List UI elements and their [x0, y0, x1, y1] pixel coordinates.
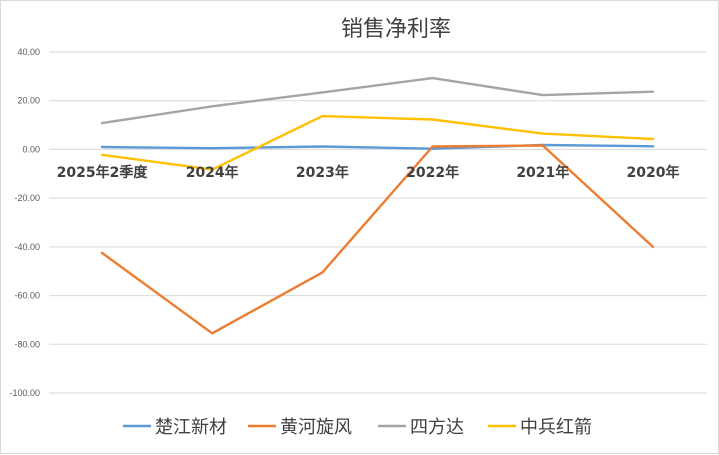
legend-label: 中兵红箭 [520, 417, 592, 438]
legend: 楚江新材 黄河旋风 四方达 中兵红箭 [123, 417, 592, 438]
y-tick-label: -60.00 [14, 291, 40, 301]
x-category-label: 2022年 [406, 164, 459, 181]
y-tick-label: 40.00 [17, 47, 40, 57]
x-category-label: 2021年 [516, 164, 569, 181]
series-lines [100, 76, 655, 335]
x-category-label: 2023年 [296, 164, 349, 181]
y-tick-label: 0.00 [22, 144, 40, 154]
legend-label: 四方达 [410, 417, 464, 438]
legend-label: 楚江新材 [155, 417, 227, 438]
legend-label: 黄河旋风 [280, 417, 352, 438]
gridlines [49, 51, 707, 394]
series-line [100, 76, 655, 125]
y-tick-label: -20.00 [14, 193, 40, 203]
series-line [100, 114, 655, 171]
x-axis-category-labels: 2025年2季度 2024年 2023年 2022年 2021年 2020年 [57, 164, 680, 181]
x-category-label: 2025年2季度 [57, 164, 149, 181]
y-axis-tick-labels: 40.00 20.00 0.00 -20.00 -40.00 -60.00 -80.00 -1… [9, 47, 40, 398]
x-category-label: 2024年 [186, 164, 239, 181]
chart-title: 销售净利率 [341, 17, 451, 42]
series-line [100, 143, 655, 150]
series-line [100, 144, 655, 335]
y-tick-label: -40.00 [14, 242, 40, 252]
y-tick-label: -80.00 [14, 339, 40, 349]
y-tick-label: -100.00 [9, 388, 40, 398]
x-category-label: 2020年 [627, 164, 680, 181]
y-tick-label: 20.00 [17, 96, 40, 106]
